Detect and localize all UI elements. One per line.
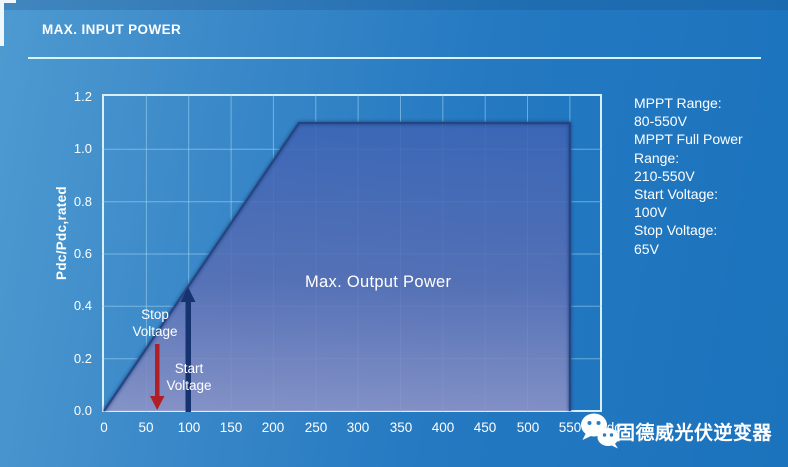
x-tick: 200 xyxy=(261,420,285,435)
region-outline xyxy=(103,122,571,412)
x-tick: 250 xyxy=(304,420,328,435)
x-tick: 550 xyxy=(558,420,582,435)
y-tick: 0.6 xyxy=(73,246,92,261)
top-shade-band xyxy=(0,0,788,10)
spec-line: MPPT Full Power xyxy=(634,131,743,148)
stop-voltage-arrow-icon xyxy=(150,344,165,410)
start-voltage-arrow-icon xyxy=(180,287,196,412)
watermark-text: 固德威光伏逆变器 xyxy=(616,423,773,444)
spec-text-block: MPPT Range: 80-550V MPPT Full Power Rang… xyxy=(634,94,786,258)
spec-line: MPPT Range: xyxy=(634,95,722,111)
max-output-power-region xyxy=(104,123,570,411)
y-tick: 1.2 xyxy=(73,89,92,104)
spec-line: 65V xyxy=(634,240,659,257)
x-tick: 300 xyxy=(346,420,370,435)
header-divider xyxy=(28,57,761,59)
x-tick: 150 xyxy=(219,420,243,435)
chart-canvas xyxy=(102,94,602,412)
spec-line: 100V xyxy=(634,204,667,221)
spec-line: Start Voltage: xyxy=(634,186,719,203)
page-title: MAX. INPUT POWER xyxy=(42,22,182,37)
y-tick: 0.0 xyxy=(73,403,92,418)
y-tick: 0.2 xyxy=(73,351,92,366)
x-tick: 450 xyxy=(473,420,497,435)
x-tick: 400 xyxy=(431,420,455,435)
spec-line: 80-550V xyxy=(634,113,687,130)
x-tick: 500 xyxy=(516,420,540,435)
corner-accent-left xyxy=(0,0,4,46)
region-label: Max. Output Power xyxy=(305,273,452,291)
y-tick: 1.0 xyxy=(73,141,92,156)
x-tick: 350 xyxy=(389,420,413,435)
x-tick: 100 xyxy=(177,420,201,435)
plot-area xyxy=(102,94,602,412)
y-tick: 0.4 xyxy=(73,298,92,313)
y-tick: 0.8 xyxy=(73,194,92,209)
spec-line: 210-550V xyxy=(634,167,695,184)
x-tick: 50 xyxy=(138,420,154,435)
spec-line: Range: xyxy=(634,149,680,166)
spec-line: Stop Voltage: xyxy=(634,222,718,239)
y-axis-label: Pdc/Pdc,rated xyxy=(54,186,69,280)
x-tick: 0 xyxy=(100,420,108,435)
stop-voltage-label: Stop Voltage xyxy=(132,307,178,339)
wechat-icon xyxy=(581,413,619,449)
start-voltage-label: Start Voltage xyxy=(166,361,212,393)
corner-accent-top xyxy=(0,0,16,3)
